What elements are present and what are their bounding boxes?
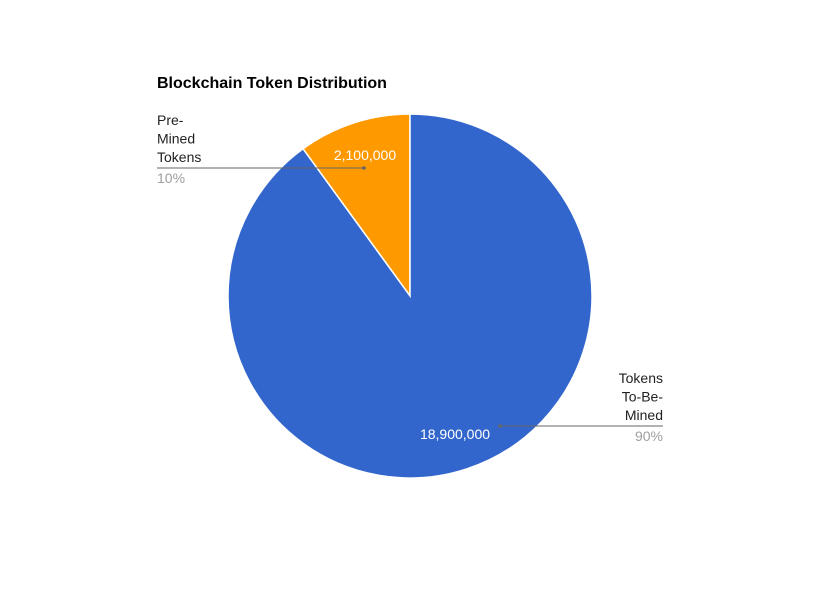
leader-dot-1 <box>498 424 502 428</box>
slice-value-1: 18,900,000 <box>420 426 490 442</box>
slice-annotations: Pre- Mined Tokens 10% 2,100,000 Tokens To-Be- M… <box>157 112 663 444</box>
slice-label-0-line-1: Mined <box>157 131 195 147</box>
pie-slices <box>227 113 593 479</box>
leader-dot-0 <box>362 166 366 170</box>
slice-label-0-line-0: Pre- <box>157 112 184 128</box>
pie-slice-1[interactable] <box>227 113 593 479</box>
slice-label-1-line-1: To-Be- <box>622 389 664 405</box>
chart-title: Blockchain Token Distribution <box>157 75 387 92</box>
slice-value-0: 2,100,000 <box>334 147 396 163</box>
pie-slice-0[interactable] <box>301 113 411 299</box>
slice-label-1-line-2: Mined <box>625 407 663 423</box>
slice-label-1-line-0: Tokens <box>619 370 663 386</box>
slice-label-0-line-2: Tokens <box>157 149 201 165</box>
slice-percent-1: 90% <box>635 428 663 444</box>
slice-percent-0: 10% <box>157 170 185 186</box>
